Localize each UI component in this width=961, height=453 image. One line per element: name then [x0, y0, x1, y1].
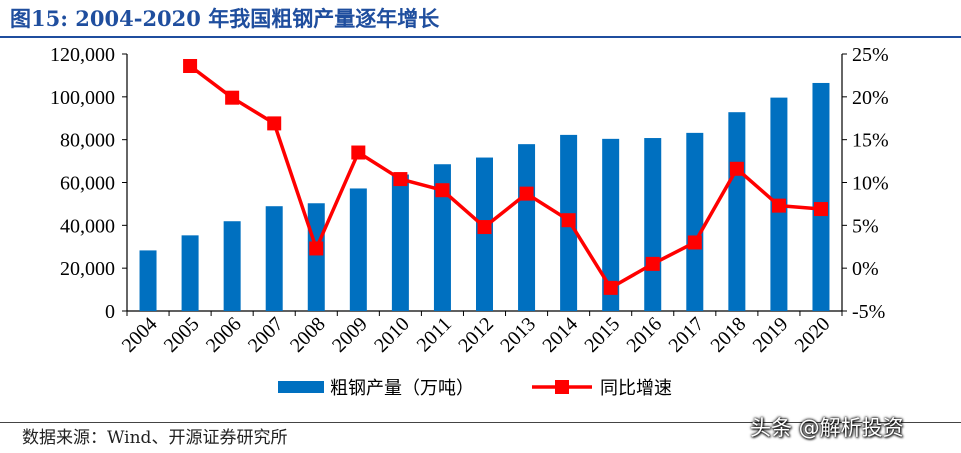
right-axis-tick-label: -5%: [852, 301, 885, 323]
growth-marker: [519, 186, 534, 201]
right-axis-tick-label: 0%: [852, 258, 879, 280]
growth-marker: [603, 280, 618, 295]
x-axis-tick-label: 2013: [496, 313, 540, 357]
growth-marker: [309, 241, 324, 256]
x-axis-tick-label: 2012: [454, 313, 498, 357]
left-axis-tick-label: 80,000: [60, 130, 115, 152]
right-axis-tick-label: 25%: [852, 44, 889, 66]
x-axis-tick-label: 2014: [538, 313, 582, 357]
left-axis-tick-label: 20,000: [60, 258, 115, 280]
left-axis-tick-label: 120,000: [50, 44, 115, 66]
bar: [602, 138, 620, 311]
growth-marker: [729, 161, 744, 176]
growth-marker: [183, 58, 198, 73]
x-axis-tick-label: 2020: [791, 313, 835, 357]
x-axis-tick-label: 2015: [580, 313, 624, 357]
legend-bar-label: 粗钢产量（万吨）: [330, 378, 474, 399]
growth-marker: [561, 213, 576, 228]
growth-marker: [225, 90, 240, 105]
bar: [391, 174, 409, 311]
bar: [181, 235, 199, 311]
growth-marker: [267, 116, 282, 131]
left-axis-tick-label: 60,000: [60, 173, 115, 195]
bar: [728, 112, 746, 311]
bar: [433, 164, 451, 311]
x-axis-tick-label: 2007: [244, 313, 288, 357]
right-axis-tick-label: 20%: [852, 87, 889, 109]
bar: [307, 203, 325, 311]
legend-bar-swatch: [278, 381, 324, 393]
x-axis-tick-label: 2011: [413, 313, 456, 356]
growth-marker: [645, 256, 660, 271]
growth-marker: [687, 235, 702, 250]
bar: [349, 188, 367, 311]
x-axis-tick-label: 2017: [664, 313, 708, 357]
bar: [265, 206, 283, 311]
right-axis-tick-label: 5%: [852, 215, 879, 237]
growth-marker: [771, 198, 786, 213]
x-axis-tick-label: 2004: [118, 313, 162, 357]
growth-marker: [477, 220, 492, 235]
left-axis-tick-label: 0: [105, 301, 115, 323]
x-axis-tick-label: 2005: [160, 313, 204, 357]
legend-line-label: 同比增速: [600, 378, 672, 399]
source-note: 数据来源：Wind、开源证券研究所: [22, 428, 288, 448]
right-axis-tick-label: 15%: [852, 130, 889, 152]
x-axis-tick-label: 2009: [328, 313, 372, 357]
growth-marker: [351, 145, 366, 160]
bar: [812, 82, 830, 311]
growth-marker: [393, 172, 408, 187]
title-divider: [0, 36, 961, 38]
x-axis-tick-label: 2010: [370, 313, 414, 357]
left-axis-tick-label: 40,000: [60, 215, 115, 237]
growth-marker: [813, 202, 828, 217]
x-axis-tick-label: 2019: [749, 313, 793, 357]
legend-line-marker: [555, 380, 569, 394]
bar: [518, 144, 536, 311]
bar: [223, 221, 241, 311]
bar: [644, 138, 662, 311]
bar: [686, 132, 704, 311]
x-axis-tick-label: 2008: [286, 313, 330, 357]
growth-line: [189, 64, 822, 290]
growth-marker: [435, 183, 450, 198]
x-axis-tick-label: 2016: [622, 313, 666, 357]
right-axis-tick-label: 10%: [852, 173, 889, 195]
left-axis-tick-label: 100,000: [50, 87, 115, 109]
watermark: 头条 @解析投资: [750, 416, 904, 440]
source-divider: [0, 422, 961, 423]
x-axis-tick-label: 2006: [202, 313, 246, 357]
bar: [476, 157, 493, 311]
x-axis-tick-label: 2018: [707, 313, 751, 357]
bar: [139, 250, 157, 311]
chart-title: 图15: 2004-2020 年我国粗钢产量逐年增长: [10, 6, 440, 31]
